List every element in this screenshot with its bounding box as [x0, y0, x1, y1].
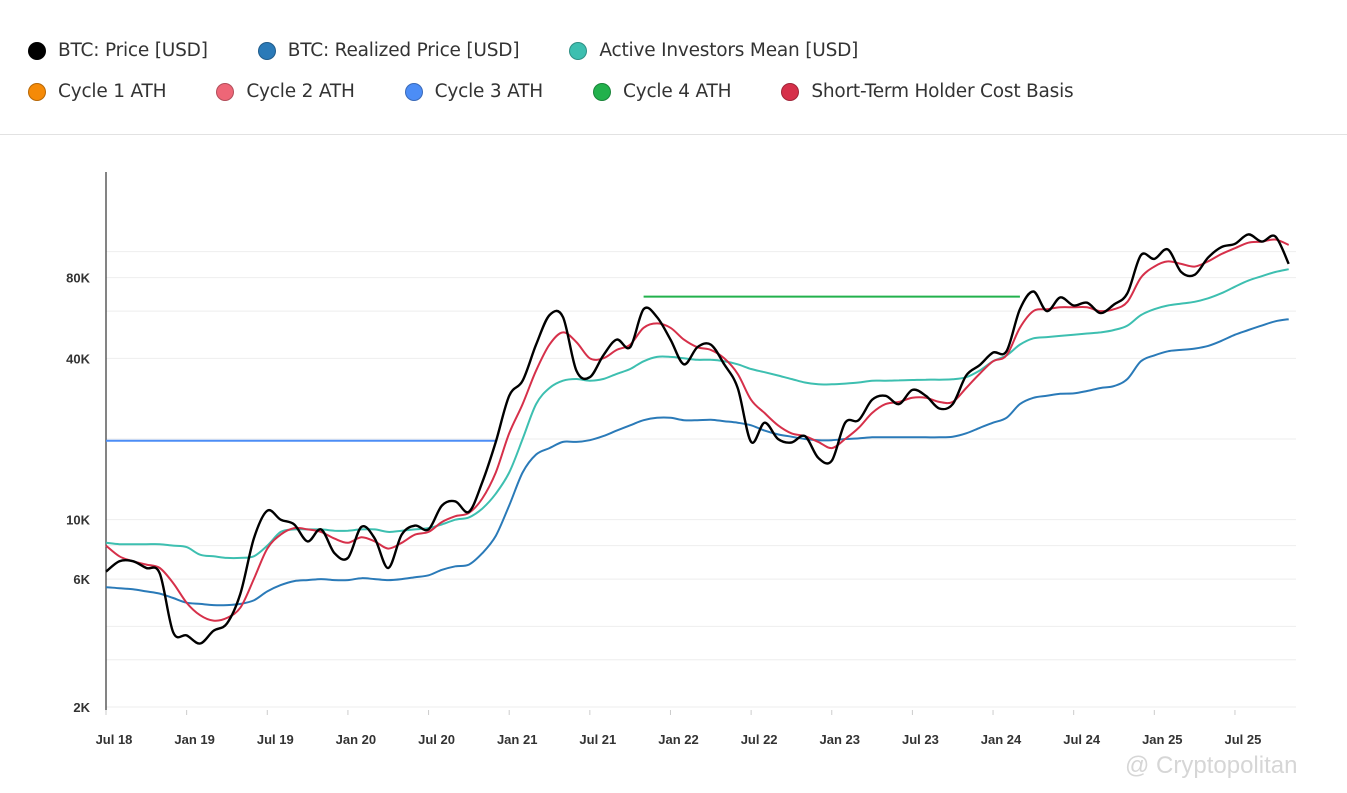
x-tick-label: Jan 19 — [174, 732, 214, 747]
legend-item-cycle-2-ath[interactable]: Cycle 2 ATH — [216, 81, 355, 102]
y-tick-label: 40K — [66, 351, 90, 366]
x-tick-label: Jan 24 — [981, 732, 1022, 747]
y-tick-label: 2K — [73, 700, 90, 715]
legend-dot — [592, 82, 611, 101]
x-tick-label: Jul 20 — [418, 732, 455, 747]
legend-label: Cycle 2 ATH — [246, 81, 355, 102]
x-tick-label: Jul 22 — [741, 732, 778, 747]
legend-item-cycle-1-ath[interactable]: Cycle 1 ATH — [28, 81, 167, 102]
series-line-btc-realized-price-usd — [105, 318, 1289, 607]
x-tick-label: Jul 23 — [902, 732, 939, 747]
legend-item-btc-price[interactable]: BTC: Price [USD] — [28, 40, 208, 61]
legend-dot — [216, 82, 235, 101]
x-tick-label: Jan 23 — [820, 732, 860, 747]
y-tick-label: 6K — [73, 572, 90, 587]
legend-item-cycle-3-ath[interactable]: Cycle 3 ATH — [404, 81, 544, 102]
legend-label: BTC: Price [USD] — [58, 40, 208, 61]
series-line-active-investors-mean-usd — [105, 268, 1289, 560]
x-tick-label: Jan 20 — [336, 732, 376, 747]
legend-divider — [0, 134, 1347, 135]
legend-dot — [28, 41, 46, 60]
x-tick-label: Jul 21 — [579, 732, 616, 747]
legend-dot — [404, 82, 423, 101]
y-tick-label: 80K — [66, 271, 90, 286]
x-tick-label: Jul 25 — [1225, 732, 1262, 747]
legend-row-2: Cycle 1 ATH Cycle 2 ATH Cycle 3 ATH Cycl… — [28, 71, 1328, 112]
legend-item-active-investors-mean[interactable]: Active Investors Mean [USD] — [569, 40, 858, 61]
legend-label: Cycle 1 ATH — [58, 81, 167, 102]
y-tick-label: 10K — [66, 513, 90, 528]
x-tick-label: Jan 25 — [1142, 732, 1182, 747]
x-tick-label: Jul 24 — [1063, 732, 1101, 747]
x-tick-label: Jul 19 — [257, 732, 294, 747]
legend-dot — [781, 82, 800, 101]
legend-item-cycle-4-ath[interactable]: Cycle 4 ATH — [592, 81, 732, 102]
chart-legend: BTC: Price [USD] BTC: Realized Price [US… — [28, 30, 1328, 112]
legend-dot — [569, 41, 588, 60]
legend-row-1: BTC: Price [USD] BTC: Realized Price [US… — [28, 30, 1328, 71]
series-line-btc-price-usd — [105, 233, 1290, 645]
x-tick-label: Jan 22 — [658, 732, 698, 747]
watermark: @ Cryptopolitan — [1125, 752, 1298, 779]
legend-label: Cycle 3 ATH — [434, 81, 544, 102]
legend-label: BTC: Realized Price [USD] — [287, 40, 520, 61]
x-tick-label: Jan 21 — [497, 732, 537, 747]
legend-dot — [257, 41, 276, 60]
legend-label: Active Investors Mean [USD] — [599, 40, 859, 61]
legend-dot — [28, 82, 46, 101]
legend-item-realized-price[interactable]: BTC: Realized Price [USD] — [257, 40, 520, 61]
legend-label: Cycle 4 ATH — [622, 81, 732, 102]
legend-label: Short-Term Holder Cost Basis — [811, 81, 1074, 102]
legend-item-sth-cost-basis[interactable]: Short-Term Holder Cost Basis — [781, 81, 1074, 102]
x-tick-label: Jul 18 — [96, 732, 133, 747]
